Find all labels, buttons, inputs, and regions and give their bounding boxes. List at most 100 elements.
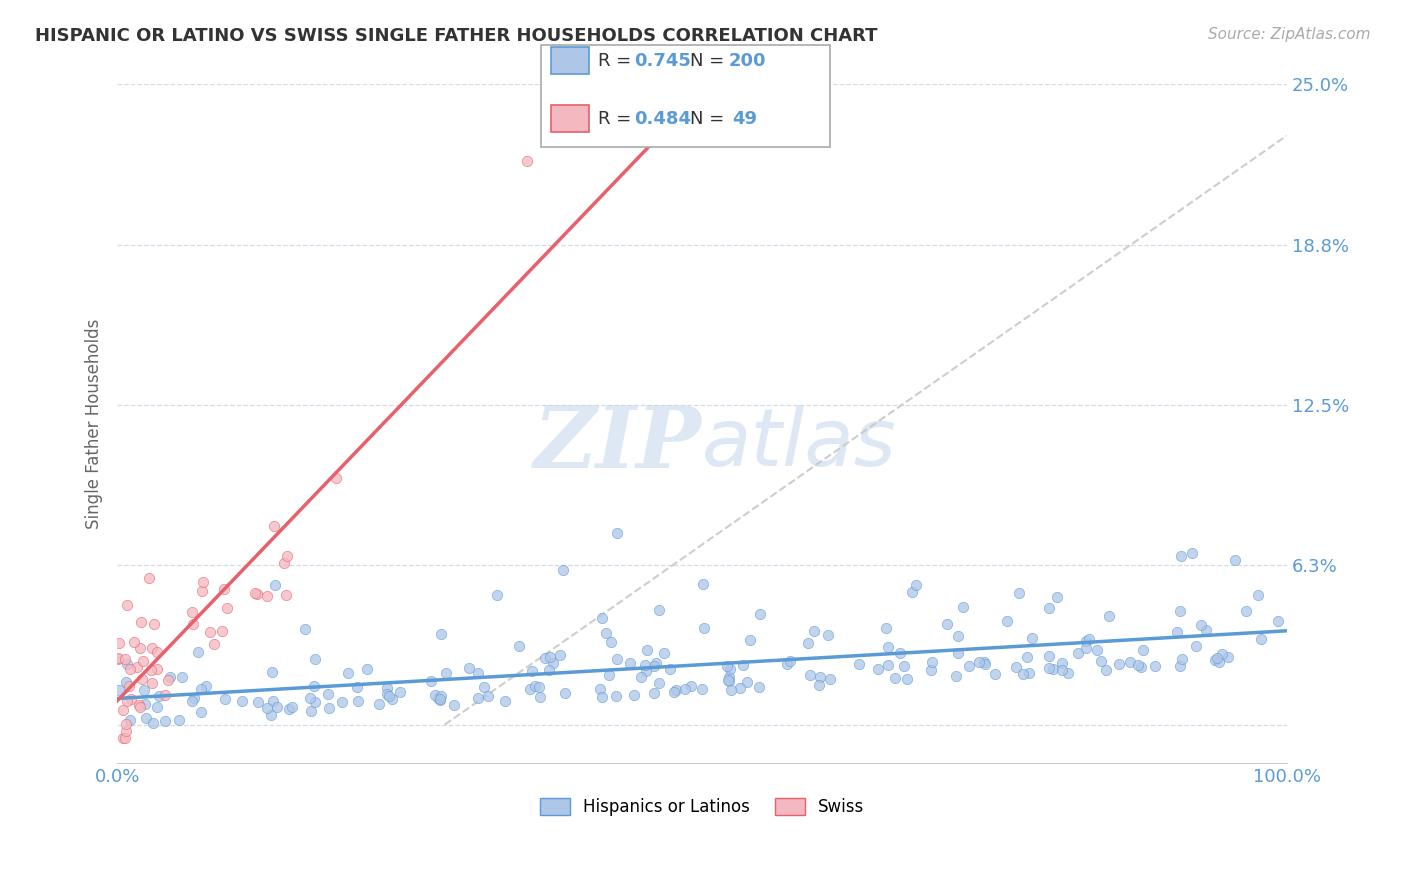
Point	[529, 690, 551, 705]
Point	[118, 663, 141, 677]
Point	[278, 702, 301, 716]
Point	[957, 659, 980, 673]
Point	[548, 648, 571, 663]
Point	[263, 578, 285, 592]
Point	[1098, 609, 1121, 624]
Point	[107, 651, 129, 665]
Point	[474, 680, 496, 694]
Point	[799, 668, 821, 682]
Point	[1008, 586, 1031, 600]
Point	[118, 713, 141, 727]
Point	[634, 664, 657, 678]
Point	[142, 616, 165, 631]
Point	[948, 628, 970, 642]
Point	[139, 663, 162, 677]
Point	[645, 656, 668, 670]
Point	[190, 705, 212, 719]
Point	[155, 688, 177, 702]
Point	[368, 697, 391, 711]
Point	[156, 673, 179, 687]
Point	[115, 657, 138, 671]
Point	[1143, 658, 1166, 673]
Text: ZIP: ZIP	[534, 402, 702, 486]
Point	[111, 731, 134, 745]
Point	[429, 627, 451, 641]
Text: 0.745: 0.745	[634, 52, 690, 70]
Point	[281, 700, 304, 714]
Point	[381, 691, 404, 706]
Point	[538, 663, 561, 677]
Point	[866, 662, 889, 676]
Point	[740, 633, 762, 648]
Text: R =: R =	[598, 110, 637, 128]
Legend: Hispanics or Latinos, Swiss: Hispanics or Latinos, Swiss	[533, 791, 870, 822]
Point	[920, 663, 942, 677]
Point	[619, 656, 641, 670]
Point	[259, 707, 281, 722]
Point	[664, 683, 686, 698]
Point	[900, 585, 922, 599]
Point	[262, 694, 284, 708]
Point	[467, 691, 489, 706]
Point	[643, 658, 665, 673]
Point	[662, 685, 685, 699]
Point	[605, 689, 627, 703]
Point	[717, 674, 740, 689]
Point	[728, 681, 751, 695]
Point	[262, 665, 284, 680]
Point	[1166, 625, 1188, 640]
Point	[538, 649, 561, 664]
Point	[630, 670, 652, 684]
Point	[1050, 656, 1073, 670]
Point	[159, 670, 181, 684]
Point	[717, 673, 740, 688]
Point	[273, 556, 295, 570]
Point	[1130, 660, 1153, 674]
Point	[876, 640, 898, 654]
Text: Source: ZipAtlas.com: Source: ZipAtlas.com	[1208, 27, 1371, 42]
Point	[1090, 654, 1112, 668]
Point	[817, 628, 839, 642]
Point	[720, 662, 742, 676]
Point	[114, 731, 136, 745]
Point	[122, 635, 145, 649]
Point	[519, 681, 541, 696]
Point	[1267, 614, 1289, 628]
Point	[180, 606, 202, 620]
Point	[1046, 590, 1069, 604]
Point	[141, 676, 163, 690]
Y-axis label: Single Father Households: Single Father Households	[86, 318, 103, 529]
Point	[153, 714, 176, 728]
Point	[436, 666, 458, 681]
Point	[1095, 664, 1118, 678]
Point	[115, 724, 138, 739]
Point	[1126, 657, 1149, 672]
Point	[658, 662, 681, 676]
Point	[141, 640, 163, 655]
Point	[1038, 661, 1060, 675]
Point	[318, 701, 340, 715]
Point	[1170, 549, 1192, 564]
Point	[443, 698, 465, 713]
Point	[276, 549, 298, 563]
Point	[693, 621, 716, 635]
Point	[807, 678, 830, 692]
Point	[120, 691, 142, 706]
Point	[1246, 588, 1268, 602]
Text: HISPANIC OR LATINO VS SWISS SINGLE FATHER HOUSEHOLDS CORRELATION CHART: HISPANIC OR LATINO VS SWISS SINGLE FATHE…	[35, 27, 877, 45]
Point	[673, 682, 696, 697]
Point	[1042, 663, 1064, 677]
Point	[508, 639, 530, 653]
Point	[681, 680, 703, 694]
Point	[430, 689, 453, 703]
Point	[1181, 546, 1204, 560]
Point	[467, 665, 489, 680]
Point	[429, 692, 451, 706]
Point	[115, 717, 138, 731]
Point	[848, 657, 870, 671]
Point	[302, 679, 325, 693]
Point	[128, 698, 150, 713]
Point	[420, 674, 443, 689]
Point	[515, 154, 537, 169]
Point	[893, 659, 915, 673]
